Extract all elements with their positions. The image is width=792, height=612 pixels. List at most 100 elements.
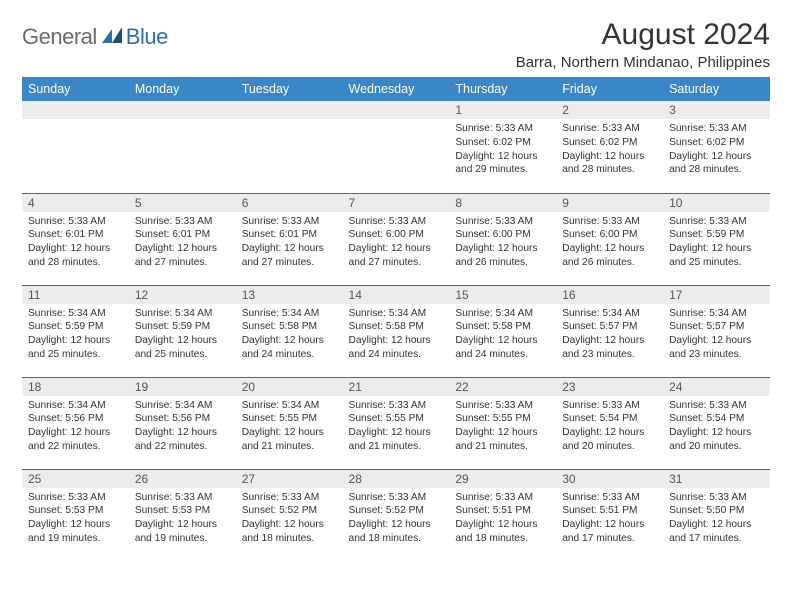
header: General Blue August 2024 Barra, Northern… — [22, 18, 770, 71]
calendar-day-cell: 1Sunrise: 5:33 AMSunset: 6:02 PMDaylight… — [449, 101, 556, 193]
weekday-header: Wednesday — [343, 77, 450, 101]
day-details: Sunrise: 5:33 AMSunset: 5:51 PMDaylight:… — [449, 488, 556, 550]
day-details: Sunrise: 5:34 AMSunset: 5:59 PMDaylight:… — [22, 304, 129, 366]
day-number: 13 — [236, 286, 343, 304]
day-details: Sunrise: 5:33 AMSunset: 5:50 PMDaylight:… — [663, 488, 770, 550]
day-details: Sunrise: 5:34 AMSunset: 5:57 PMDaylight:… — [663, 304, 770, 366]
day-number: 19 — [129, 378, 236, 396]
logo-text-blue: Blue — [126, 24, 168, 50]
calendar-week-row: 4Sunrise: 5:33 AMSunset: 6:01 PMDaylight… — [22, 193, 770, 285]
calendar-day-cell: 24Sunrise: 5:33 AMSunset: 5:54 PMDayligh… — [663, 377, 770, 469]
day-number: 31 — [663, 470, 770, 488]
day-details: Sunrise: 5:33 AMSunset: 5:54 PMDaylight:… — [556, 396, 663, 458]
calendar-day-cell: 21Sunrise: 5:33 AMSunset: 5:55 PMDayligh… — [343, 377, 450, 469]
day-details: Sunrise: 5:33 AMSunset: 5:52 PMDaylight:… — [343, 488, 450, 550]
weekday-header: Saturday — [663, 77, 770, 101]
day-number: 5 — [129, 194, 236, 212]
calendar-day-cell: 20Sunrise: 5:34 AMSunset: 5:55 PMDayligh… — [236, 377, 343, 469]
day-number: 18 — [22, 378, 129, 396]
calendar-day-cell: 10Sunrise: 5:33 AMSunset: 5:59 PMDayligh… — [663, 193, 770, 285]
calendar-day-cell: 14Sunrise: 5:34 AMSunset: 5:58 PMDayligh… — [343, 285, 450, 377]
day-number — [236, 101, 343, 119]
day-number: 7 — [343, 194, 450, 212]
calendar-day-cell: 2Sunrise: 5:33 AMSunset: 6:02 PMDaylight… — [556, 101, 663, 193]
day-details: Sunrise: 5:34 AMSunset: 5:58 PMDaylight:… — [449, 304, 556, 366]
day-number: 17 — [663, 286, 770, 304]
calendar-week-row: 11Sunrise: 5:34 AMSunset: 5:59 PMDayligh… — [22, 285, 770, 377]
day-details: Sunrise: 5:34 AMSunset: 5:57 PMDaylight:… — [556, 304, 663, 366]
day-number: 16 — [556, 286, 663, 304]
day-details: Sunrise: 5:33 AMSunset: 5:51 PMDaylight:… — [556, 488, 663, 550]
day-details: Sunrise: 5:33 AMSunset: 6:00 PMDaylight:… — [449, 212, 556, 274]
day-details: Sunrise: 5:34 AMSunset: 5:58 PMDaylight:… — [236, 304, 343, 366]
weekday-header-row: Sunday Monday Tuesday Wednesday Thursday… — [22, 77, 770, 101]
day-details: Sunrise: 5:33 AMSunset: 6:01 PMDaylight:… — [22, 212, 129, 274]
day-details: Sunrise: 5:34 AMSunset: 5:56 PMDaylight:… — [129, 396, 236, 458]
day-number: 4 — [22, 194, 129, 212]
calendar-day-cell: 3Sunrise: 5:33 AMSunset: 6:02 PMDaylight… — [663, 101, 770, 193]
calendar-day-cell: 16Sunrise: 5:34 AMSunset: 5:57 PMDayligh… — [556, 285, 663, 377]
day-number: 30 — [556, 470, 663, 488]
day-number: 8 — [449, 194, 556, 212]
calendar-day-cell: 19Sunrise: 5:34 AMSunset: 5:56 PMDayligh… — [129, 377, 236, 469]
calendar-day-cell: 26Sunrise: 5:33 AMSunset: 5:53 PMDayligh… — [129, 469, 236, 561]
day-details: Sunrise: 5:33 AMSunset: 5:55 PMDaylight:… — [449, 396, 556, 458]
calendar-day-cell: 25Sunrise: 5:33 AMSunset: 5:53 PMDayligh… — [22, 469, 129, 561]
calendar-day-cell: 12Sunrise: 5:34 AMSunset: 5:59 PMDayligh… — [129, 285, 236, 377]
calendar-day-cell: 15Sunrise: 5:34 AMSunset: 5:58 PMDayligh… — [449, 285, 556, 377]
day-details: Sunrise: 5:33 AMSunset: 5:52 PMDaylight:… — [236, 488, 343, 550]
calendar-day-cell: 29Sunrise: 5:33 AMSunset: 5:51 PMDayligh… — [449, 469, 556, 561]
calendar-week-row: 1Sunrise: 5:33 AMSunset: 6:02 PMDaylight… — [22, 101, 770, 193]
calendar-day-cell: 4Sunrise: 5:33 AMSunset: 6:01 PMDaylight… — [22, 193, 129, 285]
logo: General Blue — [22, 24, 168, 50]
day-details: Sunrise: 5:33 AMSunset: 5:55 PMDaylight:… — [343, 396, 450, 458]
logo-mark-icon — [102, 27, 124, 43]
day-number: 6 — [236, 194, 343, 212]
calendar-day-cell: 9Sunrise: 5:33 AMSunset: 6:00 PMDaylight… — [556, 193, 663, 285]
day-number: 10 — [663, 194, 770, 212]
day-details: Sunrise: 5:33 AMSunset: 6:02 PMDaylight:… — [449, 119, 556, 181]
calendar-day-cell: 23Sunrise: 5:33 AMSunset: 5:54 PMDayligh… — [556, 377, 663, 469]
logo-text-general: General — [22, 24, 97, 50]
calendar-day-cell: 13Sunrise: 5:34 AMSunset: 5:58 PMDayligh… — [236, 285, 343, 377]
day-details: Sunrise: 5:34 AMSunset: 5:58 PMDaylight:… — [343, 304, 450, 366]
day-details: Sunrise: 5:33 AMSunset: 6:02 PMDaylight:… — [663, 119, 770, 181]
day-details: Sunrise: 5:33 AMSunset: 6:00 PMDaylight:… — [343, 212, 450, 274]
weekday-header: Monday — [129, 77, 236, 101]
calendar-day-cell — [22, 101, 129, 193]
day-number: 12 — [129, 286, 236, 304]
calendar-day-cell: 17Sunrise: 5:34 AMSunset: 5:57 PMDayligh… — [663, 285, 770, 377]
day-details: Sunrise: 5:34 AMSunset: 5:56 PMDaylight:… — [22, 396, 129, 458]
day-number: 29 — [449, 470, 556, 488]
day-details: Sunrise: 5:33 AMSunset: 6:01 PMDaylight:… — [236, 212, 343, 274]
calendar-day-cell: 5Sunrise: 5:33 AMSunset: 6:01 PMDaylight… — [129, 193, 236, 285]
day-details: Sunrise: 5:34 AMSunset: 5:55 PMDaylight:… — [236, 396, 343, 458]
title-block: August 2024 Barra, Northern Mindanao, Ph… — [516, 18, 770, 71]
calendar-day-cell: 7Sunrise: 5:33 AMSunset: 6:00 PMDaylight… — [343, 193, 450, 285]
day-details: Sunrise: 5:34 AMSunset: 5:59 PMDaylight:… — [129, 304, 236, 366]
day-number — [22, 101, 129, 119]
day-number: 2 — [556, 101, 663, 119]
day-details: Sunrise: 5:33 AMSunset: 5:54 PMDaylight:… — [663, 396, 770, 458]
calendar-table: Sunday Monday Tuesday Wednesday Thursday… — [22, 77, 770, 561]
day-number: 3 — [663, 101, 770, 119]
day-number: 22 — [449, 378, 556, 396]
calendar-week-row: 25Sunrise: 5:33 AMSunset: 5:53 PMDayligh… — [22, 469, 770, 561]
day-number: 9 — [556, 194, 663, 212]
day-number: 26 — [129, 470, 236, 488]
weekday-header: Tuesday — [236, 77, 343, 101]
calendar-day-cell — [236, 101, 343, 193]
weekday-header: Sunday — [22, 77, 129, 101]
day-number: 28 — [343, 470, 450, 488]
day-number: 21 — [343, 378, 450, 396]
day-number: 1 — [449, 101, 556, 119]
day-number: 27 — [236, 470, 343, 488]
day-number: 11 — [22, 286, 129, 304]
calendar-day-cell: 18Sunrise: 5:34 AMSunset: 5:56 PMDayligh… — [22, 377, 129, 469]
calendar-day-cell: 28Sunrise: 5:33 AMSunset: 5:52 PMDayligh… — [343, 469, 450, 561]
day-number: 25 — [22, 470, 129, 488]
day-number: 24 — [663, 378, 770, 396]
calendar-day-cell — [343, 101, 450, 193]
weekday-header: Friday — [556, 77, 663, 101]
page-title: August 2024 — [516, 18, 770, 52]
